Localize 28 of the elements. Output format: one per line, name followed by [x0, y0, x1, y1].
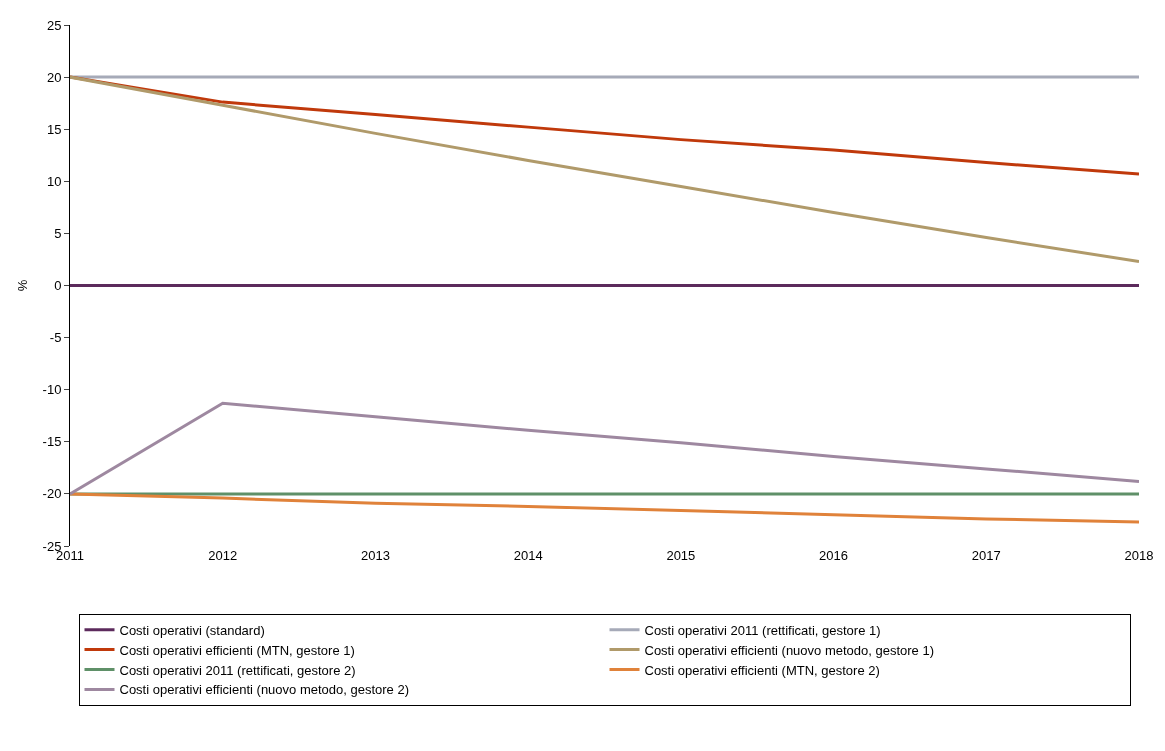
- legend-label: Costi operativi 2011 (rettificati, gestore 2): [119, 662, 356, 678]
- y-tick-label: 20: [46, 69, 62, 85]
- y-tick-label: 15: [46, 121, 62, 137]
- x-tick-label: 2018: [1124, 548, 1154, 563]
- legend-label: Costi operativi 2011 (rettificati, gestore 1): [644, 622, 881, 638]
- y-tick-label: 0: [54, 278, 62, 294]
- y-tick-label: -10: [42, 382, 62, 398]
- x-tick-label: 2015: [666, 548, 696, 563]
- legend-label: Costi operativi efficienti (nuovo metodo, gestore 2): [119, 682, 410, 698]
- x-tick-label: 2017: [971, 548, 1001, 563]
- legend-label: Costi operativi efficienti (nuovo metodo, gestore 1): [644, 642, 935, 658]
- y-tick-label: -20: [42, 486, 62, 502]
- line-series: [70, 401, 1139, 496]
- legend-label: Costi operativi efficienti (MTN, gestore 2): [644, 662, 880, 678]
- line-series: [70, 75, 1139, 264]
- y-tick-label: -5: [49, 330, 62, 346]
- x-tick-label: 2016: [819, 548, 849, 563]
- x-tick-label: 2014: [513, 548, 543, 563]
- y-axis-title: %: [14, 279, 30, 292]
- line-series: [70, 492, 1139, 524]
- x-tick-label: 2013: [360, 548, 390, 563]
- y-tick-label: 10: [46, 173, 62, 189]
- y-tick-label: 5: [54, 225, 62, 241]
- legend-label: Costi operativi efficienti (MTN, gestore 1): [119, 642, 355, 658]
- legend-label: Costi operativi (standard): [119, 622, 265, 638]
- x-tick-label: 2012: [208, 548, 238, 563]
- y-tick-label: -15: [42, 434, 62, 450]
- y-tick-label: 25: [46, 17, 62, 33]
